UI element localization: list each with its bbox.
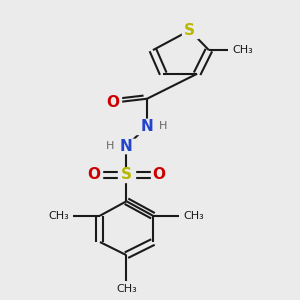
- Bar: [139, 119, 155, 134]
- Text: H: H: [106, 141, 114, 151]
- Bar: [132, 119, 162, 134]
- Bar: [118, 168, 134, 182]
- Text: N: N: [120, 139, 133, 154]
- Bar: [86, 168, 102, 182]
- Text: CH₃: CH₃: [232, 45, 253, 55]
- Text: CH₃: CH₃: [116, 284, 137, 294]
- Bar: [182, 23, 198, 38]
- Text: S: S: [184, 23, 195, 38]
- Bar: [112, 139, 141, 153]
- Text: H: H: [159, 121, 167, 131]
- Text: CH₃: CH₃: [184, 211, 205, 221]
- Text: S: S: [121, 167, 132, 182]
- Text: CH₃: CH₃: [48, 211, 69, 221]
- Text: N: N: [141, 119, 153, 134]
- Bar: [105, 95, 121, 110]
- Text: O: O: [88, 167, 100, 182]
- Bar: [118, 139, 134, 153]
- Text: O: O: [107, 95, 120, 110]
- Bar: [151, 168, 167, 182]
- Text: O: O: [152, 167, 165, 182]
